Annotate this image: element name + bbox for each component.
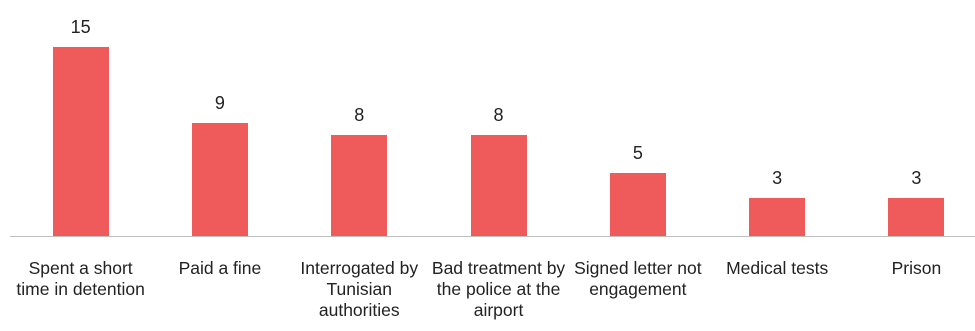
bar <box>749 198 806 236</box>
bar <box>52 47 109 236</box>
value-label: 3 <box>772 168 783 189</box>
x-tick-label: Spent a short time in detention <box>16 258 145 299</box>
value-label: 5 <box>632 143 643 163</box>
x-tick-label: Interrogated by Tunisian authorities <box>300 258 419 320</box>
x-tick-label: Prison <box>891 258 942 278</box>
bar <box>191 122 248 236</box>
value-label: 3 <box>911 168 922 189</box>
x-tick-label: Signed letter not engagement <box>574 258 702 299</box>
bar <box>609 173 666 236</box>
x-tick-label: Bad treatment by the police at the airpo… <box>431 258 566 320</box>
bar <box>888 198 945 236</box>
value-label: 9 <box>214 92 225 113</box>
bar <box>331 135 388 236</box>
x-tick-label: Paid a fine <box>178 258 262 278</box>
bar <box>470 135 527 236</box>
x-axis-line <box>10 236 975 237</box>
value-label: 8 <box>493 105 504 126</box>
value-label: 15 <box>70 17 91 37</box>
value-label: 8 <box>354 105 365 126</box>
x-tick-label: Medical tests <box>726 258 829 278</box>
